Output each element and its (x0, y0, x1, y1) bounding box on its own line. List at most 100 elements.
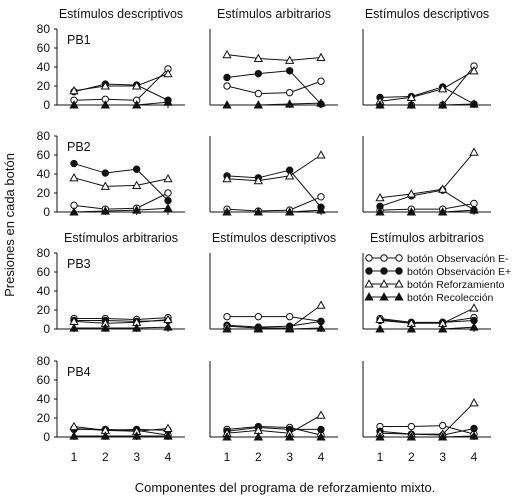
series-line-2 (226, 320, 322, 328)
legend-marker (395, 267, 403, 275)
data-point-s4 (132, 431, 142, 440)
data-point-s4 (375, 207, 385, 216)
series-line-4 (227, 327, 322, 330)
series-line-1 (226, 426, 322, 436)
data-point-s4 (163, 431, 173, 440)
data-point-s2 (164, 196, 172, 205)
series-line-3 (226, 304, 322, 329)
data-point-s4 (163, 203, 173, 212)
data-point-s2 (470, 424, 478, 433)
data-point-s1 (317, 77, 325, 85)
series-line-3 (226, 154, 322, 182)
x-tick-label: 4 (471, 450, 478, 464)
data-point-s4 (375, 324, 385, 333)
data-point-s3 (438, 184, 448, 193)
data-point-s4 (132, 323, 142, 332)
panel-PB3-1: 0 20 40 60 80 Estímulos arbitrarios PB3 (37, 231, 185, 336)
data-point-s4 (253, 207, 263, 216)
data-point-s3 (100, 81, 110, 90)
data-point-s3 (253, 175, 263, 185)
legend-marker (379, 279, 389, 288)
legend-marker (364, 292, 374, 301)
data-point-s3 (69, 85, 79, 95)
data-point-s4 (316, 432, 326, 441)
data-point-s4 (132, 100, 142, 109)
panel-PB2-2 (209, 136, 338, 216)
legend-marker (379, 292, 389, 301)
data-point-s3 (469, 147, 479, 156)
panel-PB1-1: 0 20 40 60 80 Estímulos descriptivos PB1 (37, 7, 185, 112)
data-point-s4 (100, 100, 110, 109)
data-point-s1 (317, 193, 325, 201)
data-point-s2 (132, 165, 141, 173)
series-line-1 (226, 80, 322, 95)
data-point-s4 (285, 432, 295, 441)
y-tick-label: 60 (37, 265, 51, 279)
data-point-s4 (406, 207, 416, 216)
panel-PB2-1: 0 20 40 60 80 PB2 (37, 129, 185, 219)
legend-marker (364, 279, 374, 288)
data-point-s3 (469, 65, 479, 75)
data-point-s4 (316, 323, 326, 332)
series-line-4 (74, 326, 169, 329)
data-point-s4 (375, 432, 385, 441)
data-point-s3 (438, 84, 448, 93)
y-tick-label: 20 (37, 79, 51, 93)
data-point-s4 (253, 432, 263, 441)
series-line-2 (379, 189, 475, 211)
data-point-s4 (100, 431, 110, 440)
series-line-4 (380, 435, 475, 438)
y-tick-label: 80 (37, 129, 51, 143)
data-point-s4 (163, 97, 173, 106)
series-line-4 (227, 209, 322, 213)
data-point-s4 (438, 324, 448, 333)
panel-PB4-1: 0 20 40 60 80 1 2 3 4 PB4 (37, 354, 185, 464)
x-tick-label: 2 (255, 450, 262, 464)
data-point-s1 (254, 312, 263, 321)
panel-title: Estímulos descriptivos (59, 7, 183, 21)
y-tick-label: 0 (43, 205, 50, 219)
series-line-1 (74, 317, 169, 321)
legend-marker (380, 254, 388, 262)
y-tick-label: 0 (43, 322, 50, 336)
series-line-2 (226, 70, 322, 105)
data-point-s3 (469, 397, 479, 407)
x-tick-label: 1 (377, 450, 384, 464)
x-tick-label: 4 (318, 450, 325, 464)
series-line-2 (226, 169, 322, 208)
panel-title: Estímulos descriptivos (365, 7, 489, 21)
legend-marker (395, 254, 403, 262)
legend-marker (365, 254, 373, 262)
series-line-3 (379, 70, 475, 102)
data-point-s4 (100, 323, 110, 332)
data-point-s4 (285, 99, 295, 108)
series-line-1 (227, 316, 322, 322)
y-tick-label: 0 (43, 98, 50, 112)
subject-label: PB4 (67, 365, 91, 379)
data-point-s4 (316, 98, 326, 107)
y-tick-label: 40 (37, 60, 51, 74)
series-line-2 (73, 163, 169, 201)
data-point-s4 (438, 432, 448, 441)
data-point-s4 (69, 207, 79, 216)
x-tick-label: 2 (102, 450, 109, 464)
y-tick-label: 80 (37, 246, 51, 260)
data-point-s4 (406, 432, 416, 441)
series-line-3 (226, 54, 322, 61)
y-tick-label: 40 (37, 167, 51, 181)
panel-PB2-3 (362, 136, 491, 216)
y-tick-label: 80 (37, 354, 51, 368)
data-point-s4 (406, 100, 416, 109)
data-point-s3 (316, 410, 326, 419)
data-point-s1 (223, 312, 231, 321)
y-tick-label: 60 (37, 373, 51, 387)
series-line-2 (73, 83, 169, 101)
data-point-s1 (407, 422, 416, 431)
series-line-4 (380, 326, 475, 330)
subject-label: PB1 (67, 33, 91, 47)
x-tick-label: 1 (71, 450, 78, 464)
data-point-s3 (316, 52, 326, 62)
x-tick-label: 3 (439, 450, 446, 464)
x-tick-label: 3 (133, 450, 140, 464)
data-point-s3 (285, 171, 295, 180)
